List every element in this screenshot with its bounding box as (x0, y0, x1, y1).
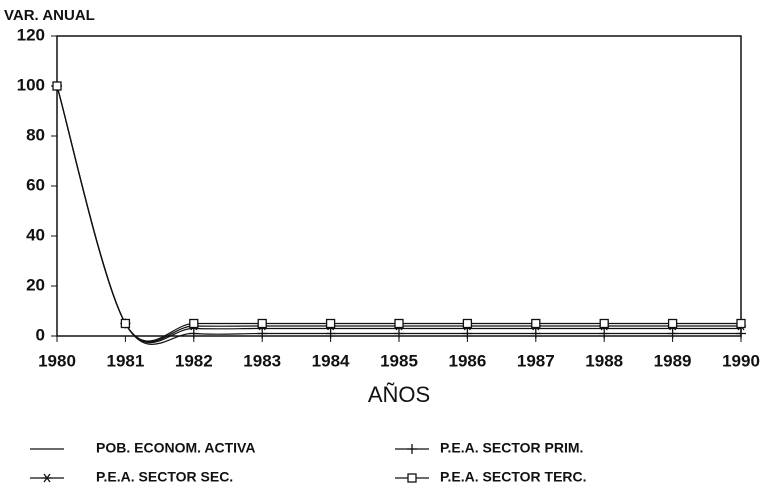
x-axis-title: AÑOS (368, 382, 430, 407)
y-tick-label: 100 (17, 75, 45, 94)
legend-label: P.E.A. SECTOR TERC. (440, 469, 587, 485)
y-tick-label: 20 (26, 275, 45, 294)
data-point (530, 328, 541, 339)
y-axis-title: VAR. ANUAL (4, 7, 95, 24)
data-point (599, 328, 610, 339)
x-tick-label: 1984 (312, 351, 350, 370)
legend-label: P.E.A. SECTOR SEC. (96, 469, 233, 485)
legend-label: P.E.A. SECTOR PRIM. (440, 440, 583, 456)
legend-marker (42, 473, 52, 483)
y-tick-label: 80 (26, 125, 45, 144)
data-point (531, 318, 541, 329)
data-point (736, 328, 746, 339)
y-tick-label: 40 (26, 225, 45, 244)
data-point (462, 328, 473, 339)
data-point (736, 318, 746, 329)
x-tick-label: 1980 (38, 351, 76, 370)
data-point (667, 318, 678, 329)
data-point (257, 328, 268, 339)
series-line (56, 85, 741, 345)
y-tick-label: 120 (17, 25, 45, 44)
x-tick-label: 1981 (106, 351, 144, 370)
x-tick-label: 1985 (380, 351, 418, 370)
x-tick-label: 1989 (654, 351, 692, 370)
x-tick-label: 1990 (722, 351, 760, 370)
data-point (325, 318, 336, 329)
data-point (257, 318, 267, 329)
data-point (188, 328, 199, 339)
series-line (56, 85, 741, 342)
data-point (462, 318, 473, 329)
legend-label: POB. ECONOM. ACTIVA (96, 440, 255, 456)
x-tick-label: 1986 (448, 351, 486, 370)
data-point (667, 328, 678, 339)
x-tick-label: 1988 (585, 351, 623, 370)
series-line (56, 85, 741, 344)
legend-marker (407, 473, 417, 483)
series-line (56, 85, 741, 343)
data-point (394, 328, 404, 339)
plot-frame (56, 35, 742, 337)
data-point (120, 318, 131, 329)
data-point (189, 318, 199, 329)
x-tick-label: 1982 (175, 351, 213, 370)
x-tick-label: 1987 (517, 351, 555, 370)
x-tick-label: 1983 (243, 351, 281, 370)
data-point (52, 81, 62, 91)
data-point (394, 318, 404, 329)
y-tick-label: 60 (26, 175, 45, 194)
data-point (325, 328, 336, 339)
y-tick-label: 0 (36, 325, 45, 344)
legend-marker (407, 444, 417, 454)
data-point (599, 318, 609, 329)
